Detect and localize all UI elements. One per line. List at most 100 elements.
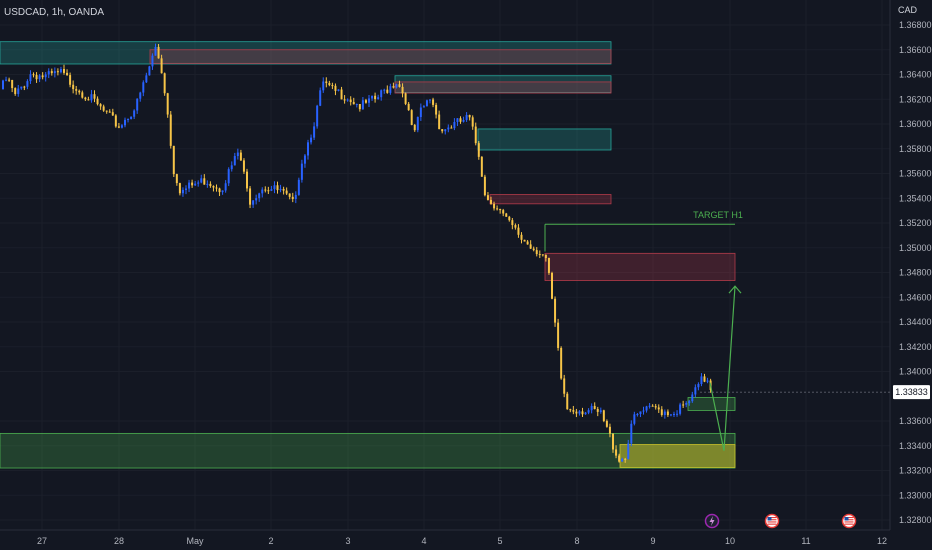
candle-body xyxy=(20,86,23,89)
candle-body xyxy=(191,182,194,186)
price-axis-bg xyxy=(890,0,932,550)
candle-body xyxy=(26,81,29,87)
candle-body xyxy=(63,69,65,73)
candle-body xyxy=(541,254,544,256)
candle-body xyxy=(200,178,203,183)
time-tick-label: 4 xyxy=(421,536,426,546)
candle-body xyxy=(438,114,441,130)
price-tick-label: 1.34600 xyxy=(899,292,932,302)
price-tick-label: 1.35600 xyxy=(899,169,932,179)
zone-demand-8 xyxy=(619,444,736,468)
candle-body xyxy=(233,156,236,166)
candle-body xyxy=(529,244,532,249)
candle-body xyxy=(239,152,242,161)
candle-body xyxy=(526,241,529,245)
zone-target-6 xyxy=(544,252,736,281)
candle-body xyxy=(127,118,130,120)
candle-body xyxy=(120,125,123,128)
candle-body xyxy=(87,99,90,101)
candle-body xyxy=(392,86,395,88)
us-flag-icon[interactable] xyxy=(841,513,857,529)
price-tick-label: 1.36800 xyxy=(899,20,932,30)
candle-body xyxy=(346,99,349,101)
candle-body xyxy=(651,405,654,407)
candle-body xyxy=(44,74,47,78)
candle-body xyxy=(328,83,331,86)
event-markers[interactable] xyxy=(704,513,857,529)
candle-body xyxy=(50,71,53,74)
flag-icon-canton xyxy=(844,517,849,521)
candle-body xyxy=(291,196,294,200)
price-tick-label: 1.35200 xyxy=(899,218,932,228)
zone-supply-5 xyxy=(489,194,612,205)
candle-body xyxy=(163,73,166,94)
candle-body xyxy=(380,90,383,98)
candle-body xyxy=(615,449,618,456)
candle-body xyxy=(560,347,563,379)
candle-body xyxy=(581,411,584,415)
candle-body xyxy=(447,127,450,130)
candle-body xyxy=(575,411,578,414)
candle-body xyxy=(441,129,444,132)
candle-body xyxy=(587,410,590,413)
price-tick-label: 1.36000 xyxy=(899,119,932,129)
candle-body xyxy=(569,409,572,411)
candle-body xyxy=(59,69,62,73)
price-axis[interactable]: 1.36800 1.36600 1.36400 1.36200 1.36000 1.358… xyxy=(700,0,932,550)
candle-body xyxy=(468,115,471,118)
candle-body xyxy=(81,92,84,98)
candle-body xyxy=(657,407,660,410)
candle-body xyxy=(96,98,99,105)
candle-body xyxy=(435,104,438,115)
time-tick-label: 10 xyxy=(725,536,735,546)
zone-supply-3 xyxy=(394,81,612,94)
candle-body xyxy=(316,105,319,127)
candle-body xyxy=(117,126,120,128)
candle-body xyxy=(133,110,136,117)
candle-body xyxy=(605,420,608,427)
candle-body xyxy=(471,117,474,127)
candle-body xyxy=(422,106,425,108)
price-tick-label: 1.36200 xyxy=(899,94,932,104)
time-tick-label: 3 xyxy=(345,536,350,546)
chart-zones xyxy=(0,41,736,469)
candle-body xyxy=(90,94,93,101)
chart-annotations: TARGET H1 xyxy=(544,210,743,451)
candle-body xyxy=(151,55,154,67)
symbol-label[interactable]: USDCAD, 1h, OANDA xyxy=(4,7,105,18)
candle-body xyxy=(602,410,605,421)
time-tick-label: 8 xyxy=(574,536,579,546)
candle-body xyxy=(307,142,309,156)
candle-body xyxy=(166,93,169,115)
candle-body xyxy=(279,188,282,191)
candle-body xyxy=(508,216,511,221)
price-tick-label: 1.33200 xyxy=(899,466,932,476)
candle-body xyxy=(236,152,239,157)
candle-body xyxy=(419,107,422,118)
time-axis[interactable]: 27 28 May 2 3 4 5 8 9 10 11 12 xyxy=(0,529,890,546)
candle-body xyxy=(496,208,499,210)
candle-body xyxy=(139,92,142,99)
candle-body xyxy=(178,183,181,194)
price-tick-label: 1.32800 xyxy=(899,515,932,525)
candle-body xyxy=(459,118,462,122)
candle-body xyxy=(480,156,483,177)
us-flag-icon[interactable] xyxy=(764,513,780,529)
candle-body xyxy=(679,404,682,414)
candle-body xyxy=(544,254,547,259)
candle-body xyxy=(535,250,538,255)
candle-body xyxy=(706,380,709,382)
candle-body xyxy=(246,171,248,189)
lightning-icon[interactable] xyxy=(704,513,720,529)
candle-body xyxy=(517,227,520,235)
candle-body xyxy=(2,80,4,90)
flag-icon-ring xyxy=(764,513,780,529)
candle-body xyxy=(404,93,407,104)
candle-body xyxy=(124,119,126,126)
candle-body xyxy=(337,89,340,91)
candle-body xyxy=(410,110,413,125)
candle-body xyxy=(84,97,87,100)
candle-body xyxy=(682,404,685,406)
candle-body xyxy=(425,100,428,107)
